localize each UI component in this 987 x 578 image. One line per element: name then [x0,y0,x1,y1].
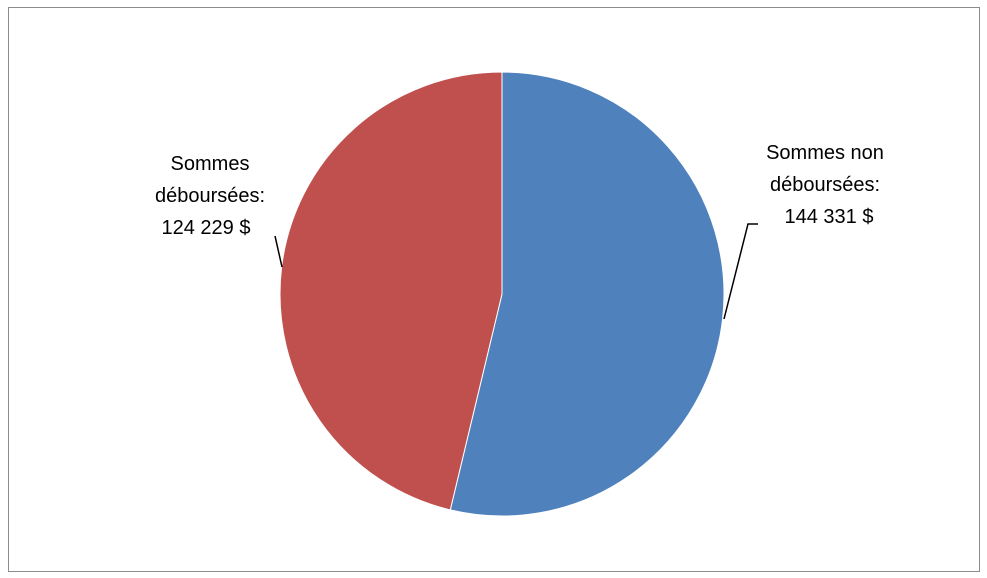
pie-slices [279,71,725,517]
leader-line-non-disbursed [723,223,758,320]
slice-label-line: Sommes non [766,142,884,164]
slice-disbursed [279,71,503,511]
slice-non-disbursed [449,71,725,517]
slice-label-value: 144 331 $ [785,206,874,228]
leader-lines [274,223,758,320]
slice-label-line: Sommes [171,153,250,175]
slice-label-line: déboursées: [770,174,880,196]
slice-label-value: 124 229 $ [162,217,251,239]
leader-line-disbursed [274,235,283,268]
slice-label-line: déboursées: [155,185,265,207]
